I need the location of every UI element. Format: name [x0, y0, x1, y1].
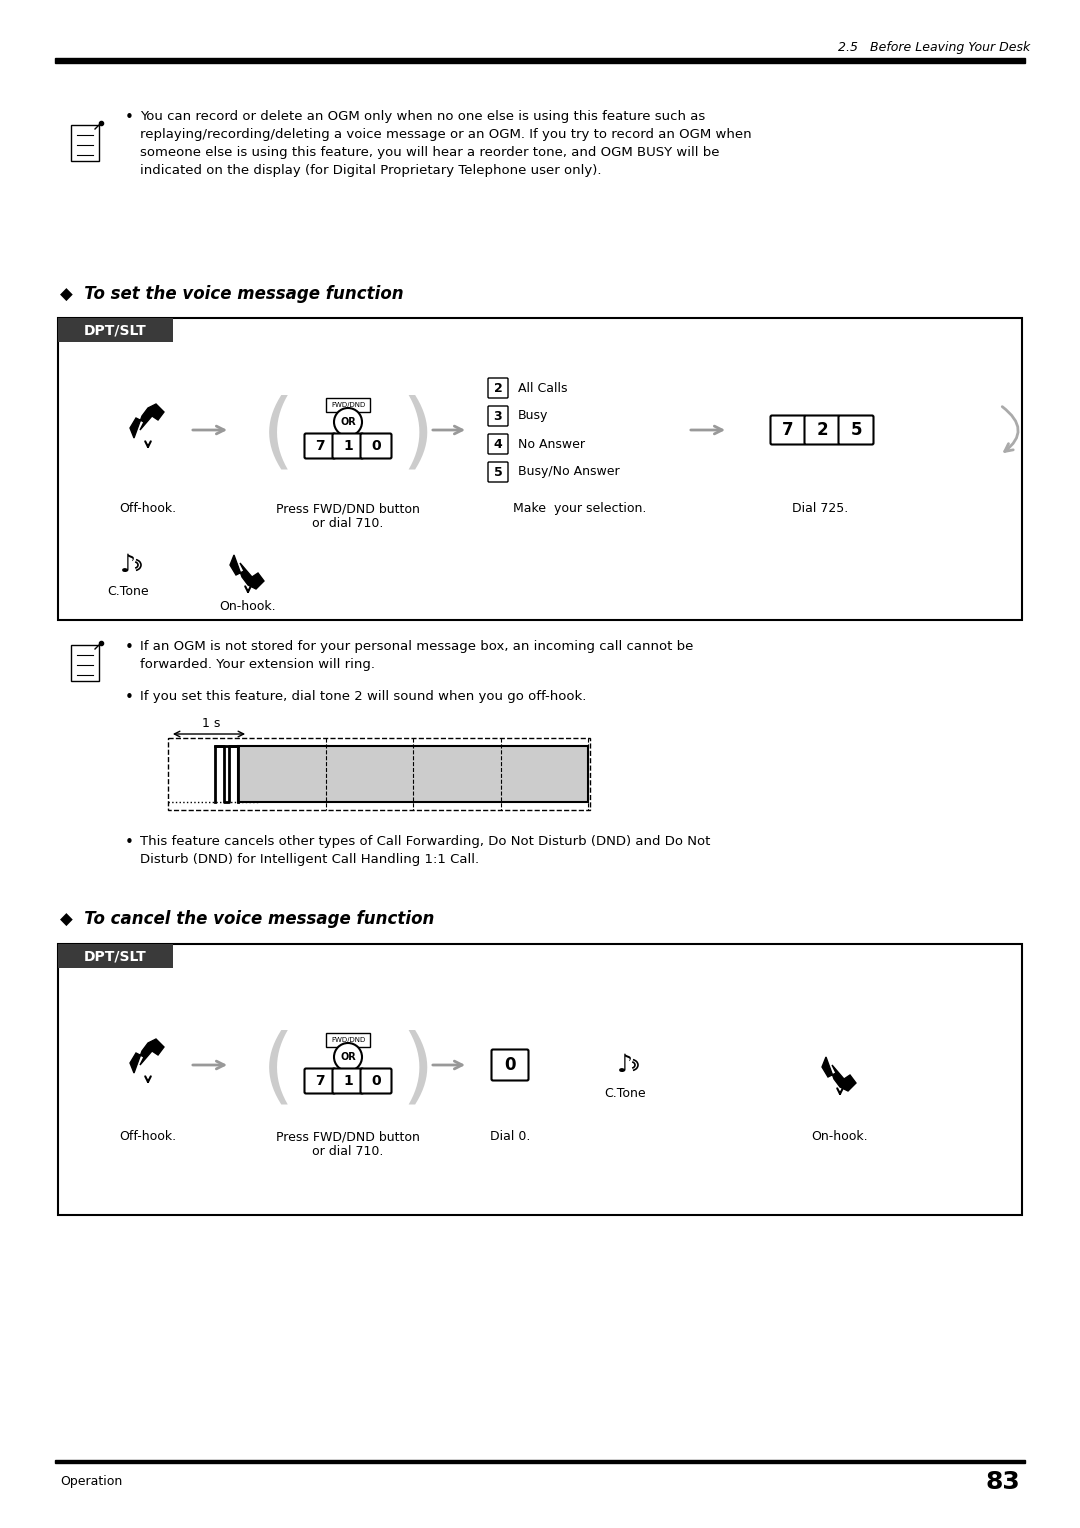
Text: 0: 0 — [372, 1074, 381, 1088]
Text: (: ( — [261, 1030, 294, 1111]
Text: Dial 725.: Dial 725. — [792, 503, 848, 515]
Text: 1: 1 — [343, 1074, 353, 1088]
Text: 7: 7 — [315, 1074, 325, 1088]
Text: All Calls: All Calls — [518, 382, 567, 394]
FancyBboxPatch shape — [491, 1050, 528, 1080]
Text: 83: 83 — [985, 1470, 1020, 1494]
FancyBboxPatch shape — [305, 434, 336, 458]
FancyBboxPatch shape — [488, 434, 508, 454]
Text: On-hook.: On-hook. — [812, 1131, 868, 1143]
Bar — [58, 944, 1022, 1215]
Text: If you set this feature, dial tone 2 will sound when you go off-hook.: If you set this feature, dial tone 2 wil… — [140, 691, 586, 703]
FancyBboxPatch shape — [770, 416, 806, 445]
Text: FWD/DND: FWD/DND — [330, 1038, 365, 1044]
Text: OR: OR — [340, 1051, 356, 1062]
Bar — [71, 125, 99, 160]
Polygon shape — [230, 555, 264, 588]
Bar — [71, 645, 99, 681]
FancyBboxPatch shape — [488, 461, 508, 481]
Text: Busy: Busy — [518, 410, 549, 423]
FancyBboxPatch shape — [305, 1068, 336, 1094]
Text: 3: 3 — [494, 410, 502, 423]
Text: OR: OR — [340, 417, 356, 426]
FancyArrowPatch shape — [1002, 406, 1018, 451]
Text: 1: 1 — [343, 439, 353, 452]
Bar — [58, 944, 173, 969]
Text: On-hook.: On-hook. — [219, 601, 276, 613]
Text: ♪: ♪ — [617, 1053, 633, 1077]
FancyBboxPatch shape — [838, 416, 874, 445]
Text: Off-hook.: Off-hook. — [120, 1131, 176, 1143]
Text: Off-hook.: Off-hook. — [120, 503, 176, 515]
Text: Press FWD/DND button
or dial 710.: Press FWD/DND button or dial 710. — [276, 503, 420, 530]
Bar — [55, 58, 1025, 63]
Text: If an OGM is not stored for your personal message box, an incoming call cannot b: If an OGM is not stored for your persona… — [140, 640, 693, 671]
FancyBboxPatch shape — [361, 1068, 391, 1094]
Text: Operation: Operation — [60, 1475, 122, 1488]
Text: ◆  To set the voice message function: ◆ To set the voice message function — [60, 286, 404, 303]
Text: No Answer: No Answer — [518, 437, 585, 451]
Bar — [326, 1033, 370, 1047]
Text: 5: 5 — [494, 466, 502, 478]
Circle shape — [334, 408, 362, 435]
Text: DPT/SLT: DPT/SLT — [84, 322, 147, 338]
Text: 2.5   Before Leaving Your Desk: 2.5 Before Leaving Your Desk — [838, 41, 1030, 55]
Text: You can record or delete an OGM only when no one else is using this feature such: You can record or delete an OGM only whe… — [140, 110, 752, 177]
Text: 1 s: 1 s — [202, 717, 220, 730]
Text: ♪: ♪ — [120, 553, 136, 578]
Text: 2: 2 — [816, 422, 827, 439]
Text: Busy/No Answer: Busy/No Answer — [518, 466, 620, 478]
FancyBboxPatch shape — [488, 406, 508, 426]
Polygon shape — [130, 1039, 164, 1073]
FancyBboxPatch shape — [333, 1068, 364, 1094]
Text: Press FWD/DND button
or dial 710.: Press FWD/DND button or dial 710. — [276, 1131, 420, 1158]
Text: ): ) — [402, 394, 434, 475]
Bar — [58, 318, 1022, 620]
Text: 7: 7 — [782, 422, 794, 439]
FancyBboxPatch shape — [361, 434, 391, 458]
Bar — [326, 397, 370, 413]
Text: •: • — [125, 110, 134, 125]
Text: •: • — [125, 691, 134, 704]
Circle shape — [334, 1044, 362, 1071]
Bar — [168, 738, 590, 810]
Text: 5: 5 — [850, 422, 862, 439]
Text: FWD/DND: FWD/DND — [330, 402, 365, 408]
FancyBboxPatch shape — [488, 377, 508, 397]
Text: Make  your selection.: Make your selection. — [513, 503, 647, 515]
Text: C.Tone: C.Tone — [107, 585, 149, 597]
Text: ): ) — [402, 1030, 434, 1111]
Text: 4: 4 — [494, 437, 502, 451]
Bar — [238, 746, 588, 802]
Bar — [55, 1459, 1025, 1462]
Text: DPT/SLT: DPT/SLT — [84, 949, 147, 963]
Polygon shape — [822, 1057, 856, 1091]
Text: 2: 2 — [494, 382, 502, 394]
Text: This feature cancels other types of Call Forwarding, Do Not Disturb (DND) and Do: This feature cancels other types of Call… — [140, 834, 711, 866]
Bar — [58, 318, 173, 342]
Text: C.Tone: C.Tone — [604, 1086, 646, 1100]
FancyBboxPatch shape — [805, 416, 839, 445]
Text: (: ( — [261, 394, 294, 475]
Text: 0: 0 — [372, 439, 381, 452]
Text: ◆  To cancel the voice message function: ◆ To cancel the voice message function — [60, 911, 434, 927]
Text: •: • — [125, 834, 134, 850]
Text: 7: 7 — [315, 439, 325, 452]
Text: •: • — [125, 640, 134, 656]
FancyBboxPatch shape — [333, 434, 364, 458]
Text: Dial 0.: Dial 0. — [490, 1131, 530, 1143]
Polygon shape — [130, 403, 164, 439]
Text: 0: 0 — [504, 1056, 516, 1074]
